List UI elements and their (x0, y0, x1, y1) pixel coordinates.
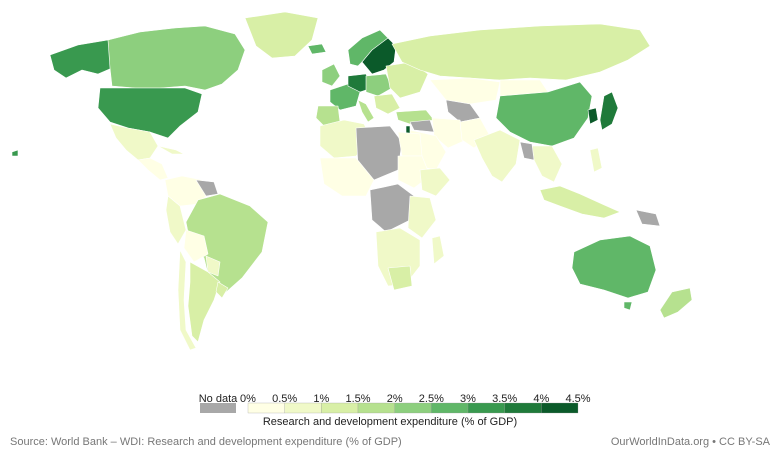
region-peru (165, 195, 187, 245)
region-chile (177, 249, 197, 351)
region-uruguay (215, 281, 229, 299)
legend-no-data-label: No data (199, 393, 238, 405)
region-iceland (307, 43, 327, 55)
credit-note: OurWorldInData.org • CC BY-SA (610, 436, 770, 448)
legend-tick-label: 3.5% (492, 393, 517, 405)
region-usa (97, 87, 203, 139)
legend-tick-label: 2.5% (419, 393, 444, 405)
color-legend: No data 0% 0.5% 1% 1.5% 2% 2.5% 3% 3.5% 4% 4.5% R… (199, 393, 591, 428)
region-iran (431, 117, 467, 149)
region-central-america (137, 157, 169, 181)
region-egypt (397, 131, 423, 157)
region-central-europe (365, 73, 393, 97)
region-madagascar (431, 235, 445, 265)
legend-tick-label: 0.5% (272, 393, 297, 405)
region-south-africa (387, 265, 413, 291)
world-map (11, 11, 693, 351)
region-east-africa (407, 195, 437, 239)
legend-tick-label: 3% (460, 393, 476, 405)
region-sweden-finland (361, 37, 397, 75)
legend-tick-label: 4.5% (565, 393, 590, 405)
region-india (473, 129, 521, 183)
legend-tick-label: 4% (533, 393, 549, 405)
region-balkans (373, 93, 401, 115)
region-russia (391, 23, 651, 81)
region-horn-of-africa (419, 167, 451, 197)
legend-bin (541, 402, 579, 414)
region-china (495, 81, 593, 147)
region-paraguay (205, 255, 221, 277)
region-kazakhstan (429, 77, 501, 105)
source-note: Source: World Bank – WDI: Research and d… (10, 436, 402, 448)
region-malaysia-indonesia (539, 185, 621, 219)
region-guyanas (195, 179, 219, 197)
region-cuba (157, 145, 185, 155)
region-philippines (589, 147, 603, 173)
region-hawaii (11, 149, 19, 157)
region-central-africa (369, 183, 415, 233)
region-tasmania (623, 301, 633, 311)
region-canada (107, 25, 246, 91)
region-uk-ireland (321, 63, 341, 87)
region-japan (599, 91, 619, 131)
region-italy (357, 99, 375, 123)
legend-no-data-swatch (200, 403, 236, 413)
region-mainland-southeast-asia (529, 145, 563, 183)
region-west-africa (319, 157, 375, 197)
legend-tick-label: 0% (240, 393, 256, 405)
region-new-zealand (659, 287, 693, 319)
region-papua-new-guinea (635, 209, 661, 227)
region-bolivia (183, 229, 209, 263)
region-korea (587, 107, 599, 125)
legend-tick-label: 1% (313, 393, 329, 405)
region-greenland (244, 11, 319, 59)
legend-tick-label: 1.5% (345, 393, 370, 405)
region-myanmar (519, 141, 535, 161)
legend-tick-label: 2% (387, 393, 403, 405)
legend-title: Research and development expenditure (% … (263, 416, 517, 428)
region-alaska (49, 39, 119, 79)
region-argentina (187, 261, 221, 343)
region-iraq-syria (409, 119, 435, 133)
region-australia (571, 235, 657, 299)
